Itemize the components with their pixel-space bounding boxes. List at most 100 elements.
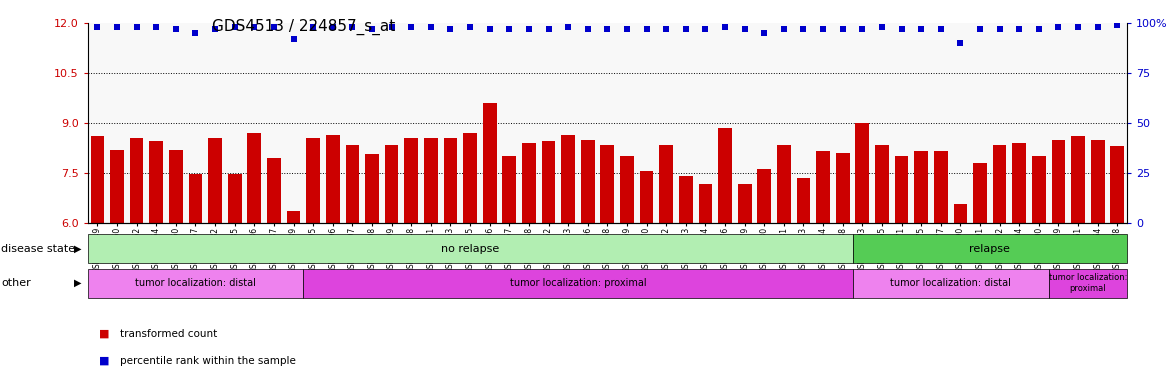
Bar (853, 269, 1049, 298)
Point (598, 26, 617, 32)
Bar (836, 153, 849, 223)
Point (500, 26, 519, 32)
Point (343, 24, 362, 30)
Text: relapse: relapse (969, 243, 1010, 254)
Bar (304, 269, 853, 298)
Bar (698, 184, 712, 223)
Point (853, 26, 871, 32)
Bar (1071, 136, 1085, 223)
Bar (1111, 146, 1124, 223)
Bar (1013, 143, 1027, 223)
Bar (88, 234, 853, 263)
Text: tumor localization:
proximal: tumor localization: proximal (1049, 273, 1127, 293)
Text: tumor localization: distal: tumor localization: distal (135, 278, 256, 288)
Bar (110, 149, 124, 223)
Bar (384, 144, 398, 223)
Bar (640, 171, 653, 223)
Text: ■: ■ (99, 356, 110, 366)
Bar (522, 143, 536, 223)
Text: percentile rank within the sample: percentile rank within the sample (120, 356, 297, 366)
Bar (855, 123, 869, 223)
Bar (816, 151, 830, 223)
Point (265, 24, 284, 30)
Point (382, 24, 401, 30)
Bar (444, 138, 458, 223)
Point (1069, 24, 1087, 30)
Text: tumor localization: distal: tumor localization: distal (890, 278, 1011, 288)
Bar (91, 136, 104, 223)
Point (696, 26, 715, 32)
Point (558, 24, 577, 30)
Point (225, 24, 244, 30)
Point (892, 26, 911, 32)
Bar (600, 144, 614, 223)
Bar (366, 154, 378, 223)
Bar (228, 174, 242, 223)
Point (1049, 24, 1068, 30)
Point (127, 24, 146, 30)
Point (794, 26, 813, 32)
Bar (130, 138, 144, 223)
Point (638, 26, 656, 32)
Bar (464, 133, 477, 223)
Point (1089, 24, 1107, 30)
Point (1029, 26, 1048, 32)
Point (814, 26, 833, 32)
Bar (346, 144, 360, 223)
Bar (875, 144, 889, 223)
Text: tumor localization: proximal: tumor localization: proximal (509, 278, 646, 288)
Bar (188, 174, 202, 223)
Text: ■: ■ (99, 329, 110, 339)
Point (540, 26, 558, 32)
Point (716, 24, 735, 30)
Bar (1051, 139, 1065, 223)
Bar (777, 144, 791, 223)
Point (460, 24, 479, 30)
Bar (482, 103, 496, 223)
Bar (797, 178, 811, 223)
Point (245, 24, 264, 30)
Point (618, 26, 637, 32)
Point (422, 24, 440, 30)
Point (676, 26, 695, 32)
Bar (934, 151, 947, 223)
Text: disease state: disease state (1, 243, 75, 254)
Bar (895, 156, 909, 223)
Bar (853, 234, 1127, 263)
Point (442, 26, 460, 32)
Bar (915, 151, 929, 223)
Bar (88, 269, 304, 298)
Point (971, 26, 989, 32)
Bar (169, 149, 182, 223)
Point (88, 24, 106, 30)
Bar (659, 144, 673, 223)
Bar (404, 138, 418, 223)
Point (834, 26, 853, 32)
Point (990, 26, 1009, 32)
Point (656, 26, 675, 32)
Bar (1091, 139, 1105, 223)
Bar (208, 138, 222, 223)
Point (520, 26, 538, 32)
Point (402, 24, 420, 30)
Text: other: other (1, 278, 30, 288)
Bar (562, 134, 575, 223)
Point (1108, 22, 1127, 28)
Bar (326, 134, 340, 223)
Point (480, 26, 499, 32)
Bar (1033, 156, 1045, 223)
Bar (248, 133, 262, 223)
Point (736, 26, 755, 32)
Bar (267, 158, 280, 223)
Bar (1049, 269, 1127, 298)
Text: GDS4513 / 224857_s_at: GDS4513 / 224857_s_at (213, 19, 396, 35)
Point (912, 26, 931, 32)
Bar (718, 128, 732, 223)
Point (1010, 26, 1029, 32)
Bar (580, 139, 595, 223)
Point (324, 24, 342, 30)
Point (931, 26, 950, 32)
Bar (679, 176, 693, 223)
Point (578, 26, 597, 32)
Point (872, 24, 891, 30)
